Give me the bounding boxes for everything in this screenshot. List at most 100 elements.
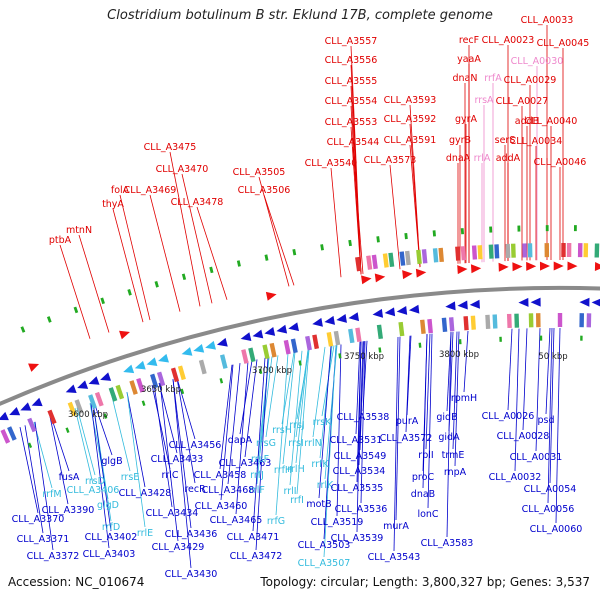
- gene-label-rrse: rrsE: [121, 472, 140, 483]
- gene-arrow: [119, 330, 130, 340]
- gene-label-cll-a3544: CLL_A3544: [327, 137, 380, 148]
- gene-arrow: [146, 357, 158, 366]
- gene-label-cll-a3553: CLL_A3553: [325, 117, 378, 128]
- green-mark: [320, 244, 324, 251]
- gene-label-cll-a3428: CLL_A3428: [119, 488, 172, 499]
- gene-arrow: [539, 261, 550, 271]
- gene-label-cll-a0045: CLL_A0045: [537, 38, 590, 49]
- gene-label-cll-a0028: CLL_A0028: [497, 431, 550, 442]
- feature-block: [129, 380, 138, 395]
- kbp-tick-label: 3700 kbp: [252, 366, 292, 376]
- gene-arrow: [276, 324, 288, 334]
- feature-block: [355, 327, 362, 343]
- green-mark: [580, 335, 583, 341]
- gene-arrow: [158, 353, 169, 363]
- feature-block: [544, 243, 550, 258]
- gene-label-mtnn: mtnN: [66, 225, 92, 236]
- gene-arrow: [530, 297, 541, 307]
- green-mark: [539, 335, 543, 341]
- green-mark: [348, 239, 352, 247]
- gene-arrow: [384, 307, 396, 317]
- gene-label-cll-a3540: CLL_A3540: [305, 158, 358, 169]
- gene-label-cll-a0030: CLL_A0030: [511, 56, 564, 67]
- gene-label-cll-a3534: CLL_A3534: [333, 466, 386, 477]
- gene-label-rrsg: rrsG: [256, 438, 276, 449]
- feature-block: [177, 365, 186, 381]
- feature-block: [67, 401, 77, 417]
- feature-block: [115, 384, 125, 400]
- gene-label-cll-a3436: CLL_A3436: [165, 529, 218, 540]
- gene-arrow: [408, 304, 420, 314]
- gene-label-rrle: rrlE: [137, 528, 153, 539]
- gene-label-cll-a3505: CLL_A3505: [233, 167, 286, 178]
- gene-label-rrsh: rrsH: [272, 425, 292, 436]
- gene-label-cll-a3390: CLL_A3390: [42, 505, 95, 516]
- gene-label-yaaa: yaaA: [457, 54, 481, 65]
- feature-block: [290, 338, 298, 354]
- green-mark: [236, 260, 241, 267]
- gene-label-cll-a0031: CLL_A0031: [510, 452, 563, 463]
- green-mark: [180, 388, 185, 395]
- feature-block: [219, 354, 228, 369]
- genome-backbone: [0, 285, 600, 407]
- gene-label-rrla: rrlA: [474, 153, 491, 164]
- gene-label-cll-a3434: CLL_A3434: [146, 508, 199, 519]
- feature-block: [348, 328, 355, 344]
- gene-label-cll-a3460: CLL_A3460: [195, 501, 248, 512]
- green-mark: [46, 316, 52, 323]
- gene-arrow: [31, 397, 43, 407]
- gene-arrow: [579, 297, 590, 307]
- gene-label-rrln: rrlN: [304, 438, 321, 449]
- feature-block: [198, 359, 207, 375]
- feature-block: [514, 313, 520, 328]
- green-mark: [103, 413, 108, 419]
- green-mark: [432, 230, 436, 237]
- gene-label-lonc: lonC: [417, 509, 438, 520]
- gene-arrow: [240, 332, 252, 342]
- gene-label-cll-a0060: CLL_A0060: [530, 524, 583, 535]
- gene-label-cll-a0026: CLL_A0026: [482, 411, 535, 422]
- feature-block: [404, 250, 411, 266]
- kbp-tick-label: 3800 kbp: [439, 350, 479, 360]
- feature-block: [136, 377, 145, 393]
- gene-label-ptba: ptbA: [49, 235, 72, 246]
- gene-label-cll-a0033: CLL_A0033: [521, 15, 574, 26]
- gene-label-recr: recR: [184, 484, 206, 495]
- gene-label-cll-a3470: CLL_A3470: [156, 164, 209, 175]
- green-mark: [378, 347, 382, 353]
- gene-label-psd: psd: [537, 415, 554, 426]
- gene-label-cll-a0023: CLL_A0023: [482, 35, 535, 46]
- green-mark: [154, 281, 159, 288]
- gene-label-cll-a3429: CLL_A3429: [152, 542, 205, 553]
- gene-label-rrlc: rrlC: [162, 470, 179, 481]
- feature-block: [399, 251, 406, 266]
- gene-label-gida: gidA: [438, 432, 460, 443]
- gene-label-fola: folA: [111, 185, 130, 196]
- feature-block: [248, 347, 256, 363]
- gene-label-cll-a3433: CLL_A3433: [151, 454, 204, 465]
- gene-label-cll-a0032: CLL_A0032: [489, 472, 542, 483]
- feature-block: [398, 321, 405, 337]
- gene-arrow: [312, 317, 323, 327]
- gene-label-cll-a3503: CLL_A3503: [298, 540, 351, 551]
- gene-label-cll-a3370: CLL_A3370: [12, 514, 65, 525]
- feature-block: [455, 246, 461, 261]
- gene-arrow: [65, 384, 77, 393]
- gene-label-rrfd: rrfD: [102, 522, 120, 533]
- gene-arrow: [498, 262, 509, 272]
- gene-label-cll-a3531: CLL_A3531: [330, 435, 383, 446]
- green-mark: [209, 266, 214, 274]
- gene-label-cll-a3535: CLL_A3535: [331, 483, 384, 494]
- feature-block: [388, 252, 395, 268]
- gene-label-rpli: rplI: [418, 450, 433, 461]
- gene-label-rrfi: rrfI: [290, 495, 304, 506]
- gene-arrow: [457, 265, 468, 275]
- feature-block: [441, 317, 448, 332]
- feature-block: [477, 245, 483, 260]
- feature-block: [463, 316, 469, 331]
- gene-label-cll-a3402: CLL_A3402: [85, 532, 138, 543]
- feature-block: [566, 242, 572, 258]
- gene-label-cll-a0034: CLL_A0034: [510, 136, 563, 147]
- gene-arrow: [28, 363, 40, 372]
